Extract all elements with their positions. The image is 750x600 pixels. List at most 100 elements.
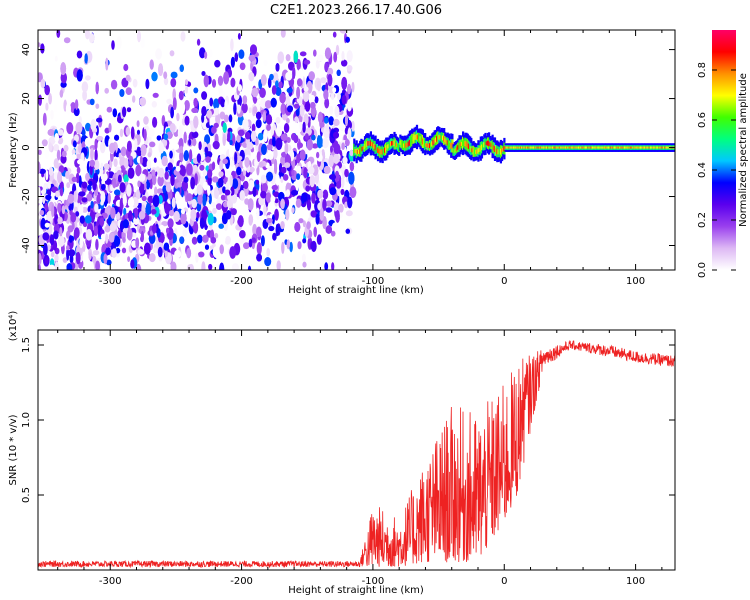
spectrogram-band-cell — [446, 140, 449, 146]
spectrogram-cell — [341, 176, 345, 189]
spectrogram-band-cell — [536, 146, 539, 149]
spectrogram-cell — [280, 133, 288, 141]
spectrogram-cell — [66, 247, 70, 261]
spectrogram-band-cell — [550, 146, 553, 149]
spectrogram-cell — [75, 99, 79, 110]
spectrogram-cell — [75, 251, 81, 265]
spectrogram-band-cell — [597, 146, 601, 149]
spectrogram-cell — [286, 137, 291, 143]
spectrogram-cell — [285, 71, 293, 81]
spectrogram-cell — [178, 90, 184, 101]
spectrogram-cell — [268, 225, 275, 232]
spectrogram-cell — [228, 114, 233, 123]
spectrogram-cell — [186, 248, 192, 259]
spectrogram-cell — [163, 242, 170, 251]
spectrogram-band-cell — [393, 140, 396, 147]
spectrogram-band-cell — [499, 148, 502, 155]
spectrogram-cell — [237, 104, 241, 114]
spectrogram-band-cell — [527, 146, 530, 149]
spectrogram-cell — [202, 181, 208, 191]
x-tick-label: 100 — [626, 276, 645, 287]
spectrogram-band-cell — [560, 146, 563, 149]
spectrogram-cell — [119, 197, 124, 210]
spectrogram-cell — [281, 241, 285, 254]
spectrogram-cell — [316, 234, 322, 245]
spectrogram-band-cell — [601, 146, 604, 149]
spectrogram-cell — [191, 107, 199, 113]
spectrogram-cell — [222, 122, 227, 133]
spectrogram-cell — [201, 71, 206, 76]
spectrogram-band-cell — [427, 143, 430, 148]
spectrogram-cell — [139, 173, 146, 182]
x-tick-label: -200 — [230, 576, 253, 587]
spectrogram-cell — [112, 108, 118, 118]
spectrogram-cell — [109, 222, 117, 232]
spectrogram-band-cell — [577, 146, 580, 149]
spectrogram-y-label: Frequency (Hz) — [8, 112, 19, 188]
spectrogram-band-cell — [596, 146, 599, 149]
spectrogram-cell — [313, 49, 317, 57]
spectrogram-cell — [219, 159, 224, 171]
spectrogram-cell — [218, 223, 224, 229]
spectrogram-cell — [134, 207, 139, 219]
spectrogram-cell — [340, 188, 345, 196]
spectrogram-band-cell — [395, 142, 398, 147]
spectrogram-cell — [294, 222, 301, 232]
spectrogram-band-cell — [381, 148, 384, 155]
spectrogram-cell — [263, 129, 268, 143]
spectrogram-cell — [153, 157, 157, 163]
spectrogram-band-cell — [460, 141, 463, 146]
spectrogram-cell — [197, 234, 203, 244]
spectrogram-cell — [270, 97, 277, 108]
spectrogram-cell — [253, 106, 258, 114]
colorbar-tick-label: 0.0 — [697, 262, 708, 278]
spectrogram-cell — [243, 242, 250, 250]
spectrogram-cell — [277, 51, 284, 64]
spectrogram-cell — [128, 210, 133, 222]
spectrogram-cell — [96, 136, 104, 141]
spectrogram-cell — [110, 207, 116, 219]
spectrogram-cell — [121, 257, 128, 267]
spectrogram-cell — [239, 230, 246, 239]
spectrogram-cell — [197, 193, 203, 205]
spectrogram-band-cell — [441, 135, 445, 141]
spectrogram-cell — [60, 72, 67, 84]
spectrogram-band-cell — [463, 141, 466, 146]
spectrogram-cell — [185, 85, 189, 94]
spectrogram-cell — [296, 58, 301, 71]
spectrogram-cell — [344, 114, 349, 127]
spectrogram-cell — [100, 162, 104, 175]
spectrogram-cell — [106, 259, 112, 266]
spectrogram-band-cell — [582, 146, 585, 149]
spectrogram-cell — [170, 71, 178, 79]
spectrogram-cell — [270, 126, 275, 136]
spectrogram-cell — [95, 81, 99, 95]
spectrogram-cell — [306, 139, 313, 151]
spectrogram-cell — [75, 122, 83, 134]
spectrogram-cell — [186, 193, 193, 202]
spectrogram-band-cell — [612, 146, 615, 149]
spectrogram-cell — [234, 52, 239, 63]
spectrogram-cell — [95, 238, 99, 251]
spectrogram-cell — [324, 262, 329, 270]
spectrogram-cell — [338, 203, 344, 213]
spectrogram-cell — [324, 47, 332, 60]
spectrogram-band-cell — [621, 146, 624, 149]
spectrogram-cell — [214, 186, 220, 199]
spectrogram-cell — [274, 208, 279, 221]
spectrogram-band-cell — [399, 140, 402, 145]
spectrogram-cell — [39, 168, 46, 175]
spectrogram-band-cell — [466, 142, 469, 148]
spectrogram-cell — [85, 172, 90, 182]
spectrogram-cell — [196, 211, 200, 219]
spectrogram-cell — [174, 249, 182, 259]
spectrogram-band-cell — [634, 146, 637, 149]
spectrogram-cell — [94, 149, 98, 162]
spectrogram-cell — [287, 105, 293, 113]
spectrogram-band-cell — [626, 146, 629, 149]
spectrogram-cell — [199, 217, 205, 229]
spectrogram-cell — [146, 159, 152, 170]
spectrogram-cell — [63, 37, 71, 44]
spectrogram-cell — [349, 186, 357, 198]
spectrogram-cell — [45, 102, 49, 111]
